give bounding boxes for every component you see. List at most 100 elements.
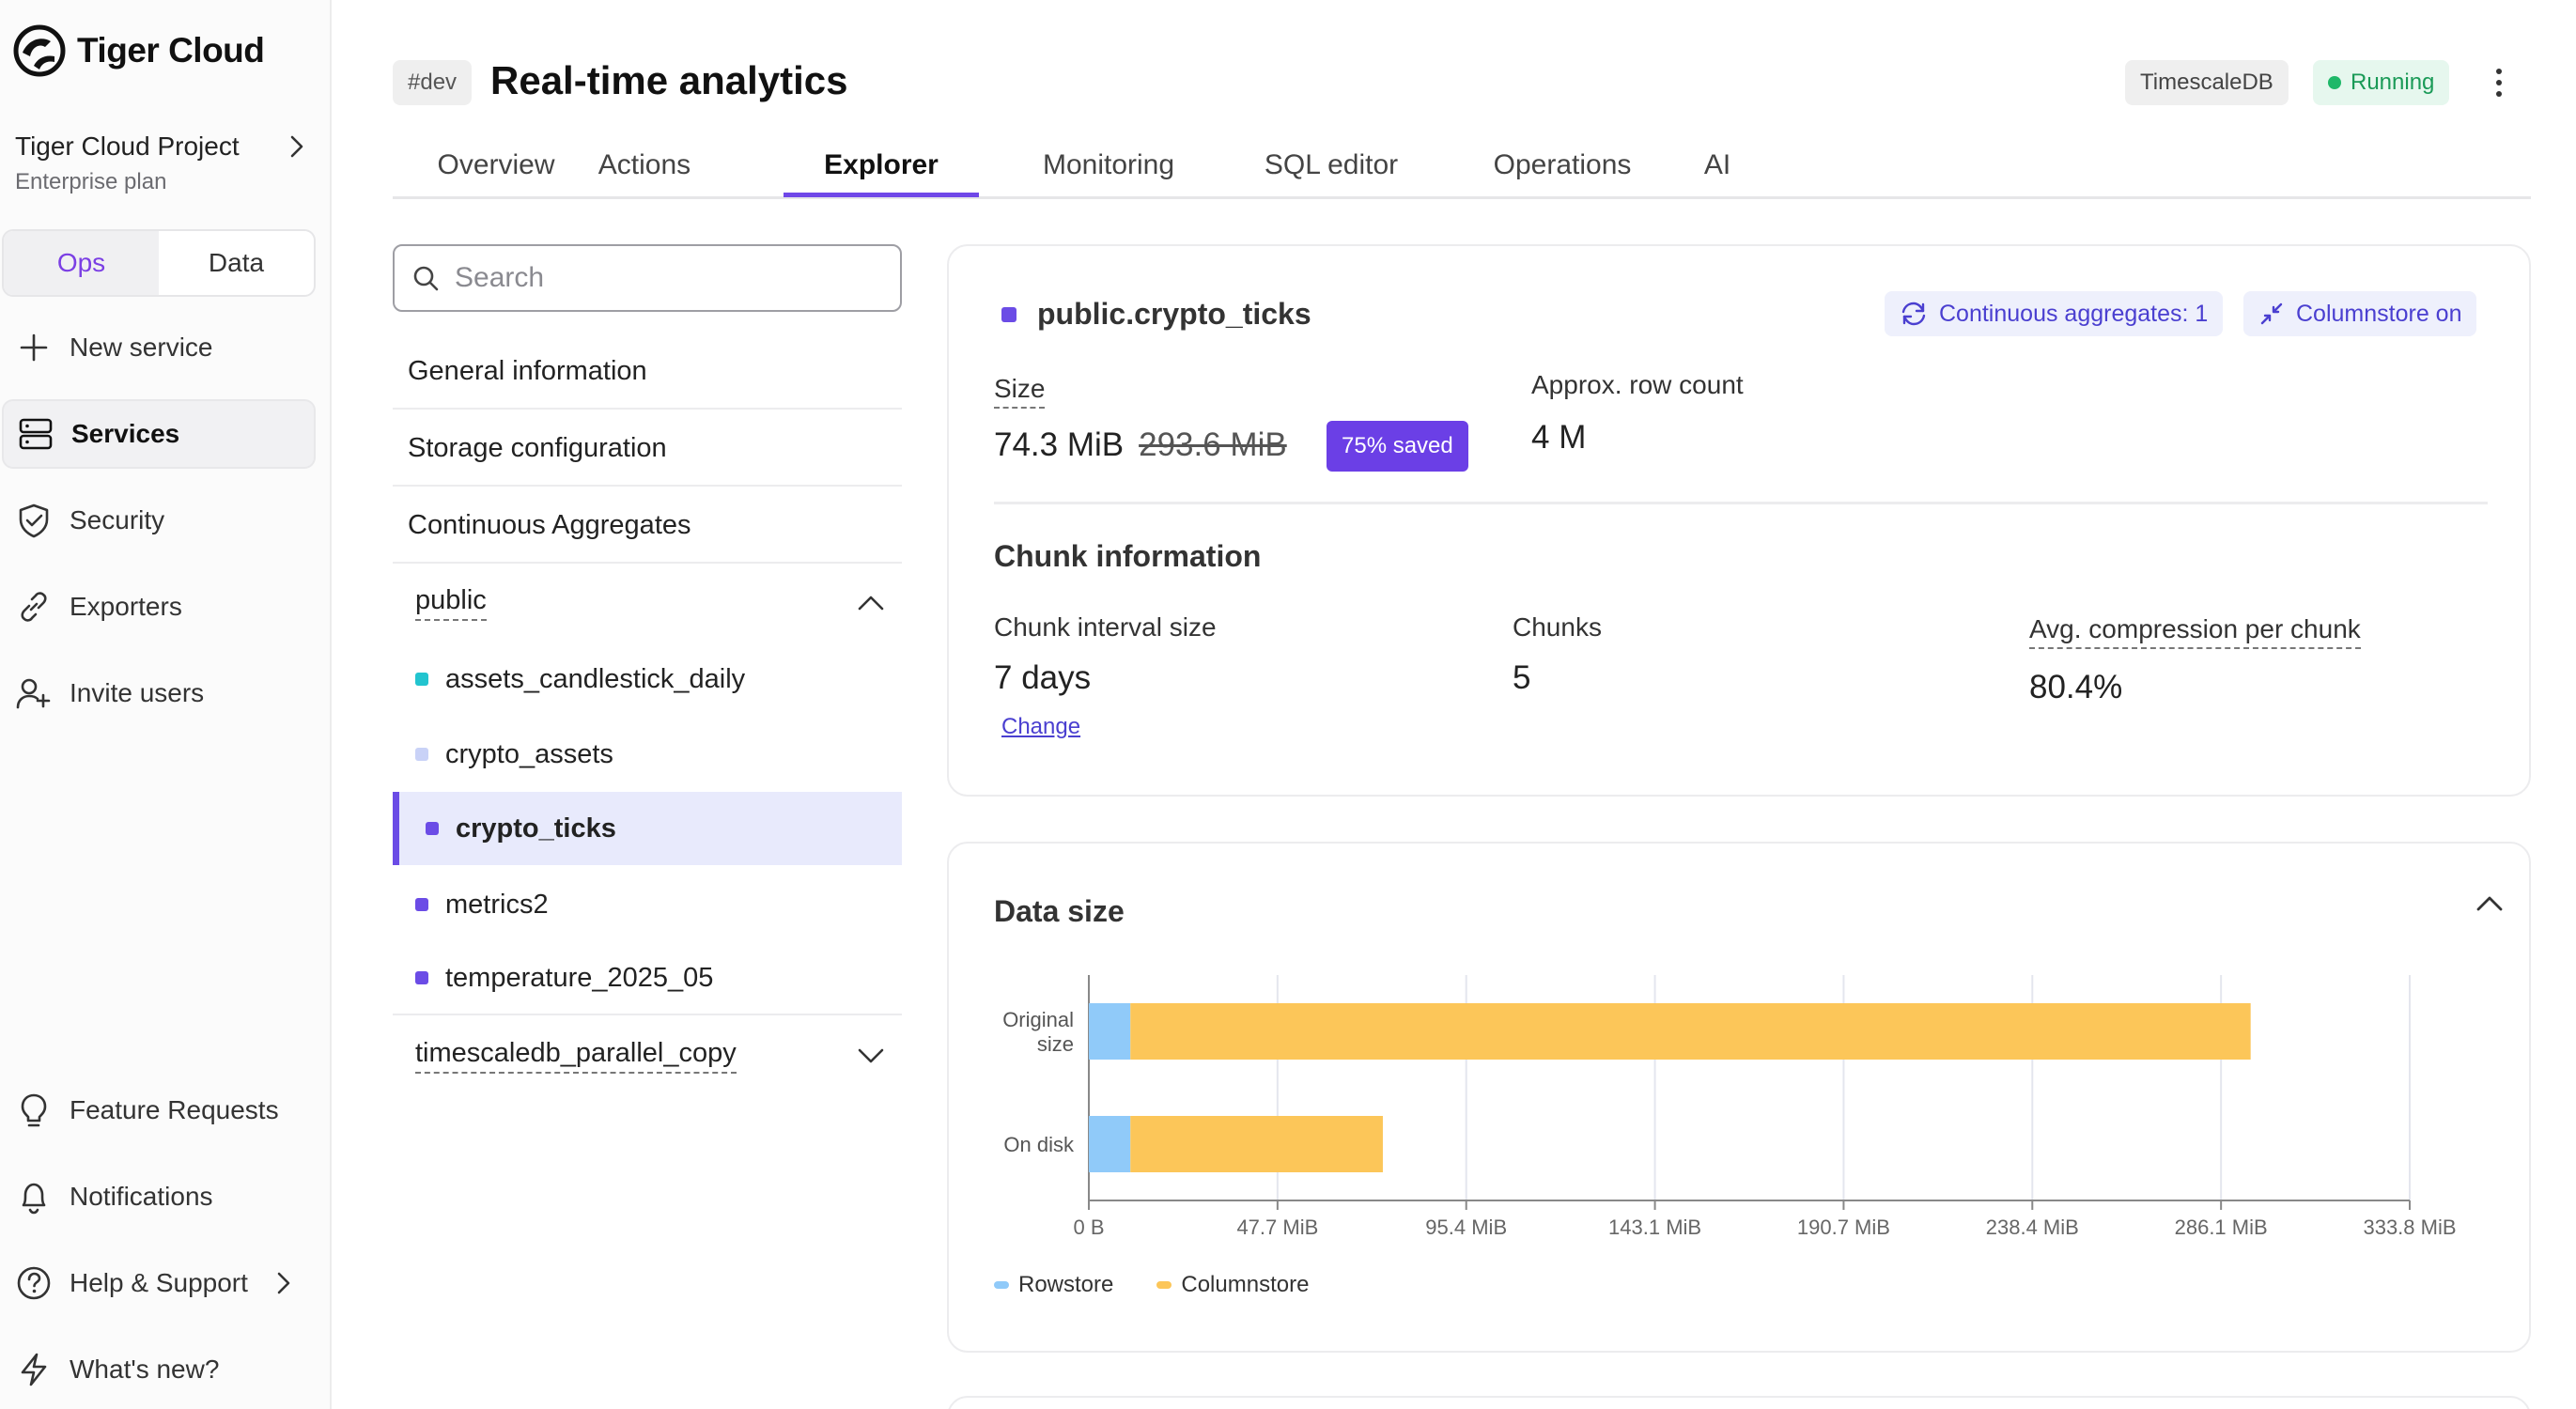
next-card bbox=[947, 1396, 2531, 1409]
chevron-right-icon bbox=[290, 135, 303, 158]
project-plan: Enterprise plan bbox=[15, 169, 167, 194]
bar-segment-rowstore bbox=[1089, 1116, 1131, 1172]
service-tabs: Overview Actions Explorer Monitoring SQL… bbox=[393, 132, 2531, 199]
x-tick-label: 0 B bbox=[1073, 1215, 1104, 1239]
sidebar-item-security[interactable]: Security bbox=[2, 486, 316, 555]
search-icon bbox=[413, 266, 439, 291]
tab-actions[interactable]: Actions bbox=[597, 149, 691, 180]
more-options-icon[interactable] bbox=[2484, 62, 2514, 103]
compress-icon bbox=[2260, 302, 2283, 325]
table-color-swatch bbox=[426, 822, 439, 835]
x-tick-label: 95.4 MiB bbox=[1425, 1215, 1507, 1239]
table-info-card: public.crypto_ticks Continuous aggregate… bbox=[947, 244, 2531, 797]
search-box bbox=[393, 244, 902, 312]
table-item-assets-candlestick-daily[interactable]: assets_candlestick_daily bbox=[393, 643, 902, 716]
category-label: size bbox=[1037, 1032, 1074, 1056]
mode-toggle: Ops Data bbox=[2, 229, 316, 297]
category-label: On disk bbox=[1003, 1133, 1075, 1156]
legend-label: Columnstore bbox=[1181, 1272, 1310, 1297]
row-count-label: Approx. row count bbox=[1531, 370, 1744, 399]
legend-swatch bbox=[1156, 1281, 1172, 1289]
table-item-crypto-assets[interactable]: crypto_assets bbox=[393, 718, 902, 791]
table-item-metrics2[interactable]: metrics2 bbox=[393, 868, 902, 941]
table-item-label: crypto_assets bbox=[445, 738, 613, 769]
brand[interactable]: Tiger Cloud bbox=[13, 24, 265, 77]
legend-item-rowstore: Rowstore bbox=[994, 1272, 1113, 1298]
search-input[interactable] bbox=[455, 262, 868, 294]
zap-icon bbox=[15, 1351, 53, 1388]
chevron-up-icon[interactable] bbox=[2473, 887, 2506, 921]
data-size-chart: 0 B 47.7 MiB 95.4 MiB 143.1 MiB 190.7 MiB 238… bbox=[1002, 975, 2457, 1239]
sidebar-item-notifications[interactable]: Notifications bbox=[2, 1162, 316, 1231]
sidebar-item-feature-requests[interactable]: Feature Requests bbox=[2, 1076, 316, 1145]
tiger-logo-icon bbox=[13, 24, 66, 77]
sidebar-item-whats-new[interactable]: What's new? bbox=[2, 1335, 316, 1404]
user-plus-icon bbox=[15, 674, 53, 712]
table-color-swatch bbox=[415, 971, 428, 984]
table-color-swatch bbox=[1001, 306, 1016, 322]
chunks-value: 5 bbox=[1513, 659, 1531, 696]
table-color-swatch bbox=[415, 673, 428, 686]
x-tick-label: 143.1 MiB bbox=[1608, 1215, 1701, 1239]
tab-sql-editor[interactable]: SQL editor bbox=[1264, 149, 1399, 180]
sidebar-item-label: Services bbox=[71, 419, 180, 448]
chevron-down-icon bbox=[858, 1048, 884, 1063]
chunks-label: Chunks bbox=[1513, 612, 1602, 642]
tab-overview[interactable]: Overview bbox=[437, 149, 555, 180]
table-item-temperature-2025-05[interactable]: temperature_2025_05 bbox=[393, 942, 902, 1015]
sidebar-item-new-service[interactable]: New service bbox=[2, 313, 316, 382]
section-general-information[interactable]: General information bbox=[393, 334, 902, 410]
link-icon bbox=[15, 588, 53, 626]
change-interval-link[interactable]: Change bbox=[1001, 714, 1081, 739]
refresh-icon bbox=[1901, 302, 1926, 326]
table-item-label: metrics2 bbox=[445, 889, 549, 920]
table-color-swatch bbox=[415, 748, 428, 761]
continuous-aggregates-badge[interactable]: Continuous aggregates: 1 bbox=[1885, 291, 2224, 336]
sidebar-item-label: New service bbox=[70, 333, 213, 362]
table-item-label: assets_candlestick_daily bbox=[445, 663, 746, 694]
sidebar-item-exporters[interactable]: Exporters bbox=[2, 572, 316, 642]
active-tab-indicator bbox=[784, 193, 979, 197]
tab-ai[interactable]: AI bbox=[1703, 149, 1731, 180]
section-storage-configuration[interactable]: Storage configuration bbox=[393, 411, 902, 487]
lightbulb-icon bbox=[15, 1092, 53, 1129]
project-switcher[interactable]: Tiger Cloud Project Enterprise plan bbox=[15, 132, 316, 195]
sidebar-item-label: Security bbox=[70, 505, 165, 534]
section-continuous-aggregates[interactable]: Continuous Aggregates bbox=[393, 488, 902, 564]
x-tick-label: 190.7 MiB bbox=[1797, 1215, 1890, 1239]
tab-operations[interactable]: Operations bbox=[1493, 149, 1632, 180]
table-item-crypto-ticks[interactable]: crypto_ticks bbox=[393, 792, 902, 865]
mode-data[interactable]: Data bbox=[208, 248, 265, 277]
saved-badge: 75% saved bbox=[1327, 421, 1468, 472]
sidebar-item-label: Feature Requests bbox=[70, 1095, 279, 1124]
x-tick-label: 238.4 MiB bbox=[1986, 1215, 2079, 1239]
badge-label: Columnstore on bbox=[2296, 300, 2462, 327]
data-size-title: Data size bbox=[994, 894, 1125, 928]
tab-explorer[interactable]: Explorer bbox=[824, 149, 939, 180]
sidebar-item-help-support[interactable]: Help & Support bbox=[2, 1248, 316, 1318]
mode-ops[interactable]: Ops bbox=[4, 231, 159, 295]
help-circle-icon bbox=[15, 1264, 53, 1302]
sidebar-item-invite-users[interactable]: Invite users bbox=[2, 658, 316, 728]
sidebar-item-services[interactable]: Services bbox=[2, 399, 316, 469]
project-name: Tiger Cloud Project bbox=[15, 132, 240, 161]
columnstore-badge[interactable]: Columnstore on bbox=[2243, 291, 2477, 336]
chevron-right-icon bbox=[277, 1272, 290, 1294]
chunk-interval-label: Chunk interval size bbox=[994, 612, 1217, 642]
status-dot-icon bbox=[2328, 76, 2341, 89]
bell-icon bbox=[15, 1178, 53, 1215]
plus-icon bbox=[15, 329, 53, 366]
category-label: Original bbox=[1002, 1008, 1074, 1031]
badge-label: Continuous aggregates: 1 bbox=[1939, 300, 2209, 327]
schema-name: public bbox=[415, 585, 487, 621]
table-name: public.crypto_ticks bbox=[1037, 297, 1311, 331]
table-title: public.crypto_ticks bbox=[1001, 297, 1311, 332]
schema-public-header[interactable]: public bbox=[393, 565, 902, 641]
table-item-label: temperature_2025_05 bbox=[445, 962, 714, 993]
size-label: Size bbox=[994, 374, 1046, 409]
status-label: Running bbox=[2351, 70, 2435, 95]
tab-monitoring[interactable]: Monitoring bbox=[1042, 149, 1175, 180]
data-size-card: Data size 0 B 47.7 MiB 95.4 MiB 143.1 MiB 19… bbox=[947, 842, 2531, 1353]
divider bbox=[994, 502, 2488, 504]
schema-timescaledb-parallel-copy-header[interactable]: timescaledb_parallel_copy bbox=[393, 1018, 902, 1093]
